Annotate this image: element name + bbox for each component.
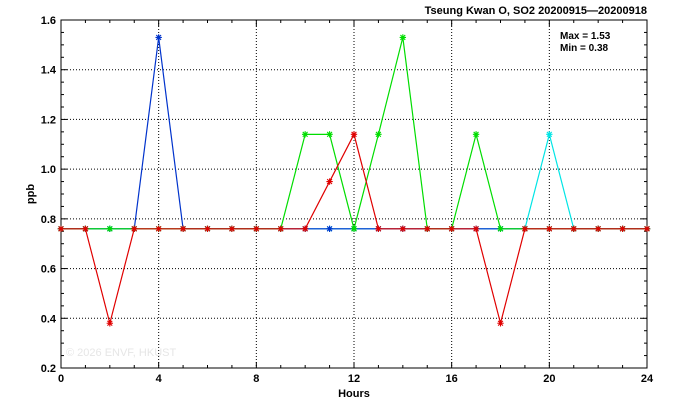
x-tick-label: 12 [348,373,360,385]
data-point-marker [570,225,577,232]
y-axis-title: ppb [25,184,37,204]
data-point-marker [179,225,187,232]
data-point-marker [424,225,431,232]
data-point-marker [326,178,333,185]
data-point-marker [326,225,333,232]
x-tick-label: 20 [543,373,555,385]
data-point-marker [521,225,529,232]
y-tick-label: 1.2 [41,114,56,126]
series-4 [57,131,651,327]
y-tick-label: 1.4 [41,65,57,77]
x-tick-label: 8 [253,373,259,385]
watermark: © 2026 ENVF, HKUST [66,347,176,359]
data-point-marker [399,225,407,232]
data-point-marker [546,131,553,138]
data-point-marker [301,225,309,232]
stats-min: Min = 0.38 [560,43,609,54]
data-point-marker [326,131,333,138]
data-point-marker [594,225,602,232]
series-line [61,131,647,230]
y-tick-label: 1.0 [41,164,56,176]
x-tick-label: 16 [446,373,458,385]
data-point-marker [497,225,504,232]
data-point-marker [106,320,114,327]
data-point-marker [57,225,65,232]
chart-title: Tseung Kwan O, SO2 20200915—20200918 [425,5,647,17]
y-tick-label: 0.8 [41,214,56,226]
data-point-marker [155,225,162,232]
data-point-marker [497,320,504,327]
x-tick-label: 0 [58,373,64,385]
data-point-marker [228,225,236,232]
x-tick-label: 4 [156,373,163,385]
data-point-marker [301,131,309,138]
data-point-marker [472,131,480,138]
data-point-marker [82,225,89,232]
data-point-marker [399,34,407,41]
data-point-marker [375,131,382,138]
y-tick-label: 0.4 [41,313,57,325]
grid-lines [61,20,647,368]
series-layer [57,34,651,327]
y-tick-label: 0.2 [41,363,56,375]
data-point-marker [204,225,211,232]
data-point-marker [472,225,480,232]
data-point-marker [155,34,162,41]
y-tick-label: 0.6 [41,264,56,276]
data-point-marker [277,225,284,232]
data-point-marker [619,225,626,232]
data-point-marker [643,225,651,232]
data-point-marker [375,225,382,232]
x-axis-title: Hours [338,388,370,400]
data-point-marker [131,225,138,232]
data-point-marker [350,131,358,138]
stats-max: Max = 1.53 [560,31,611,42]
x-tick-label: 24 [641,373,654,385]
data-point-marker [253,225,260,232]
data-point-marker [448,225,455,232]
y-tick-label: 1.6 [41,15,56,27]
data-point-marker [350,225,358,232]
axis-ticks: 0 4 8 12 16 20 24 0.2 0.4 0.6 0.8 1.0 1.2 1.4 1.6 [41,15,654,385]
data-point-marker [106,225,114,232]
data-point-marker [546,225,553,232]
